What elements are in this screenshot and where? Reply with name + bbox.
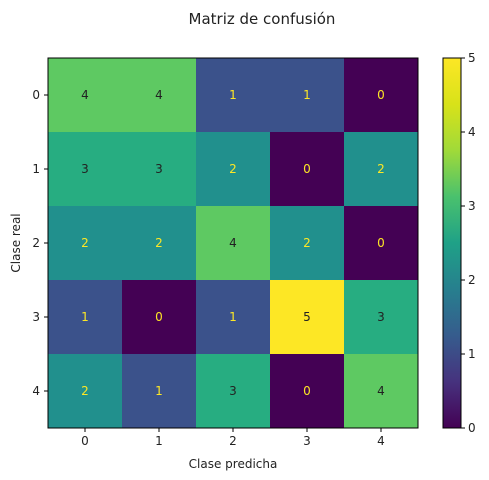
heatmap-cell (196, 132, 271, 207)
cell-value-label: 0 (303, 162, 311, 176)
heatmap-cell (344, 132, 419, 207)
cell-value-label: 3 (155, 162, 163, 176)
cell-value-label: 2 (155, 236, 163, 250)
x-tick-label: 3 (303, 434, 311, 448)
x-tick-label: 1 (155, 434, 163, 448)
y-tick-label: 3 (32, 310, 40, 324)
cell-value-label: 4 (229, 236, 237, 250)
y-tick-label: 1 (32, 162, 40, 176)
cell-value-label: 1 (155, 384, 163, 398)
x-tick-label: 0 (81, 434, 89, 448)
colorbar-tick-label: 4 (468, 125, 476, 139)
heatmap-cell-labels: 4 4 1 1 0 3 3 2 0 2 2 2 4 2 0 1 0 1 5 3 2 1 3 0 4 (81, 88, 385, 398)
heatmap-cell (344, 58, 419, 133)
heatmap-cell (48, 132, 123, 207)
cell-value-label: 1 (81, 310, 89, 324)
heatmap-cell (48, 354, 123, 429)
cell-value-label: 2 (229, 162, 237, 176)
cell-value-label: 1 (229, 88, 237, 102)
y-axis-ticks: 0 1 2 3 4 (32, 88, 48, 398)
cell-value-label: 0 (303, 384, 311, 398)
y-tick-label: 0 (32, 88, 40, 102)
heatmap-cell (344, 280, 419, 355)
cell-value-label: 1 (229, 310, 237, 324)
x-tick-label: 4 (377, 434, 385, 448)
cell-value-label: 2 (377, 162, 385, 176)
heatmap-cell (122, 206, 197, 281)
cell-value-label: 3 (229, 384, 237, 398)
heatmap-cell (270, 354, 345, 429)
cell-value-label: 0 (377, 236, 385, 250)
colorbar-tick-label: 2 (468, 273, 476, 287)
heatmap-cell (344, 354, 419, 429)
cell-value-label: 4 (155, 88, 163, 102)
x-axis-label: Clase predicha (189, 457, 278, 471)
colorbar-tick-label: 1 (468, 347, 476, 361)
y-tick-label: 2 (32, 236, 40, 250)
heatmap-cell (196, 280, 271, 355)
heatmap-cell (270, 280, 345, 355)
cell-value-label: 0 (377, 88, 385, 102)
heatmap-cells (48, 58, 419, 429)
cell-value-label: 1 (303, 88, 311, 102)
heatmap-cell (270, 58, 345, 133)
heatmap-cell (270, 132, 345, 207)
cell-value-label: 4 (377, 384, 385, 398)
heatmap-cell (196, 58, 271, 133)
colorbar-tick-label: 3 (468, 199, 476, 213)
x-tick-label: 2 (229, 434, 237, 448)
cell-value-label: 3 (81, 162, 89, 176)
colorbar-tick-label: 0 (468, 421, 476, 435)
heatmap-cell (196, 354, 271, 429)
cell-value-label: 2 (303, 236, 311, 250)
cell-value-label: 3 (377, 310, 385, 324)
heatmap-cell (122, 280, 197, 355)
heatmap-cell (48, 280, 123, 355)
cell-value-label: 2 (81, 236, 89, 250)
colorbar (442, 57, 462, 429)
heatmap-cell (344, 206, 419, 281)
heatmap-cell (196, 206, 271, 281)
cell-value-label: 2 (81, 384, 89, 398)
chart-title: Matriz de confusión (189, 10, 336, 28)
cell-value-label: 0 (155, 310, 163, 324)
heatmap-cell (270, 206, 345, 281)
colorbar-tick-label: 5 (468, 51, 476, 65)
heatmap-cell (122, 132, 197, 207)
colorbar-ticks: 0 1 2 3 4 5 (461, 51, 476, 435)
cell-value-label: 5 (303, 310, 311, 324)
x-axis-ticks: 0 1 2 3 4 (81, 428, 385, 448)
y-tick-label: 4 (32, 384, 40, 398)
heatmap-cell (48, 58, 123, 133)
cell-value-label: 4 (81, 88, 89, 102)
heatmap-cell (122, 58, 197, 133)
y-axis-label: Clase real (9, 213, 23, 272)
heatmap-cell (48, 206, 123, 281)
heatmap-cell (122, 354, 197, 429)
